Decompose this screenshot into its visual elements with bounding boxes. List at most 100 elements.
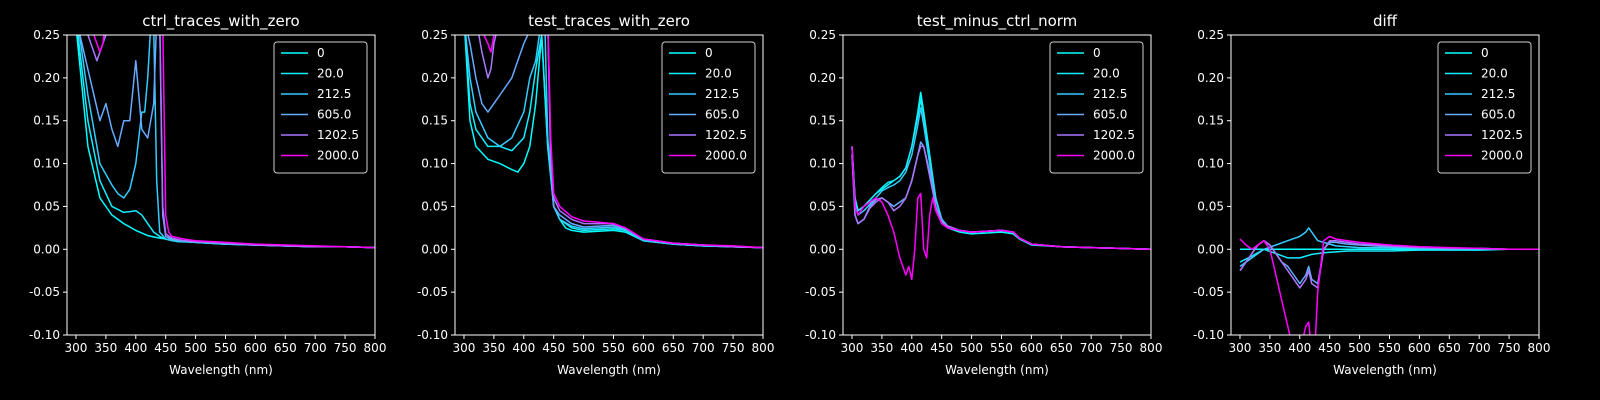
axes-frame — [454, 34, 764, 336]
legend-label: 1202.5 — [1093, 128, 1135, 142]
y-tick-label: 0.05 — [1197, 199, 1224, 213]
legend-box — [661, 41, 756, 174]
y-tick-label: -0.10 — [1193, 328, 1224, 342]
legend: 0 20.0 212.5 605.0 1202.5 2000.0 — [1049, 41, 1144, 174]
legend-label: 20.0 — [705, 67, 732, 81]
series-group — [1239, 227, 1539, 335]
panel-3: test_minus_ctrl_norm -0.10 -0.05 0.00 0.05 0.… — [805, 12, 1163, 377]
x-tick-label: 300 — [1229, 341, 1252, 355]
x-tick-label: 500 — [572, 341, 595, 355]
x-tick-label: 400 — [124, 341, 147, 355]
x-tick-label: 800 — [364, 341, 387, 355]
legend-label: 605.0 — [1093, 108, 1127, 122]
y-tick-label: -0.10 — [805, 328, 836, 342]
x-tick-label: 550 — [1378, 341, 1401, 355]
legend-label: 212.5 — [705, 87, 739, 101]
y-tick-label: 0.15 — [421, 114, 448, 128]
legend-label: 2000.0 — [705, 149, 747, 163]
legend-label: 2000.0 — [317, 149, 359, 163]
y-tick-label: -0.05 — [805, 285, 836, 299]
series-group — [851, 91, 1151, 281]
y-tick-label: 0.20 — [33, 71, 60, 85]
legend-label: 0 — [1093, 46, 1101, 60]
panel-1: ctrl_traces_with_zero -0.10 -0.05 0.00 0.05 0… — [29, 12, 387, 377]
legend-label: 212.5 — [317, 87, 351, 101]
y-tick-label: 0.10 — [809, 157, 836, 171]
x-axis-label: Wavelength (nm) — [1333, 363, 1437, 377]
y-tick-label: -0.10 — [417, 328, 448, 342]
x-tick-label: 500 — [184, 341, 207, 355]
x-tick-label: 600 — [632, 341, 655, 355]
panel-title: ctrl_traces_with_zero — [142, 12, 299, 31]
y-tick-label: -0.10 — [29, 328, 60, 342]
x-tick-label: 750 — [722, 341, 745, 355]
x-tick-label: 450 — [930, 341, 953, 355]
x-tick-label: 650 — [662, 341, 685, 355]
legend-box — [273, 41, 368, 174]
legend: 0 20.0 212.5 605.0 1202.5 2000.0 — [1437, 41, 1532, 174]
x-tick-label: 300 — [453, 341, 476, 355]
series-line-2000.0 — [93, 35, 375, 249]
series-group — [76, 35, 375, 249]
x-tick-label: 300 — [65, 341, 88, 355]
legend-label: 1202.5 — [1481, 128, 1523, 142]
y-tick-label: 0.15 — [33, 114, 60, 128]
y-tick-label: 0.05 — [33, 199, 60, 213]
legend-label: 605.0 — [1481, 108, 1515, 122]
x-tick-label: 550 — [602, 341, 625, 355]
x-axis-label: Wavelength (nm) — [557, 363, 661, 377]
y-tick-label: 0.05 — [421, 199, 448, 213]
y-tick-label: 0.25 — [1197, 28, 1224, 42]
y-tick-label: 0.25 — [809, 28, 836, 42]
legend-box — [1437, 41, 1532, 174]
y-tick-label: 0.20 — [1197, 71, 1224, 85]
legend-label: 20.0 — [1093, 67, 1120, 81]
x-tick-label: 350 — [482, 341, 505, 355]
y-tick-label: 0.10 — [33, 157, 60, 171]
y-tick-label: 0.20 — [809, 71, 836, 85]
series-line-2000.0 — [851, 146, 1151, 281]
y-tick-label: 0.15 — [809, 114, 836, 128]
x-tick-label: 550 — [214, 341, 237, 355]
panel-title: test_minus_ctrl_norm — [917, 12, 1078, 31]
y-tick-label: -0.05 — [29, 285, 60, 299]
panel-2: test_traces_with_zero -0.10 -0.05 0.00 0.05 0… — [417, 12, 775, 377]
legend-label: 0 — [317, 46, 325, 60]
x-tick-label: 650 — [1050, 341, 1073, 355]
y-tick-label: 0.00 — [33, 242, 60, 256]
x-tick-label: 700 — [1080, 341, 1103, 355]
legend: 0 20.0 212.5 605.0 1202.5 2000.0 — [661, 41, 756, 174]
series-group — [464, 35, 763, 249]
x-tick-label: 350 — [1258, 341, 1281, 355]
y-tick-label: 0.25 — [33, 28, 60, 42]
x-tick-label: 750 — [334, 341, 357, 355]
series-line-20.0 — [1239, 248, 1539, 263]
legend: 0 20.0 212.5 605.0 1202.5 2000.0 — [273, 41, 368, 174]
x-axis-label: Wavelength (nm) — [169, 363, 273, 377]
x-tick-label: 500 — [960, 341, 983, 355]
legend-label: 0 — [705, 46, 713, 60]
x-tick-label: 600 — [1408, 341, 1431, 355]
x-tick-label: 400 — [512, 341, 535, 355]
legend-label: 1202.5 — [317, 128, 359, 142]
x-tick-label: 400 — [1288, 341, 1311, 355]
x-tick-label: 600 — [244, 341, 267, 355]
legend-label: 1202.5 — [705, 128, 747, 142]
x-tick-label: 500 — [1348, 341, 1371, 355]
x-tick-label: 650 — [274, 341, 297, 355]
panel-title: test_traces_with_zero — [528, 12, 690, 31]
y-tick-label: 0.00 — [421, 242, 448, 256]
legend-label: 212.5 — [1481, 87, 1515, 101]
x-tick-label: 450 — [542, 341, 565, 355]
y-tick-label: 0.15 — [1197, 114, 1224, 128]
x-tick-label: 700 — [304, 341, 327, 355]
axes-frame — [1230, 34, 1540, 336]
y-tick-label: 0.00 — [1197, 242, 1224, 256]
y-tick-label: 0.10 — [421, 157, 448, 171]
x-tick-label: 450 — [1318, 341, 1341, 355]
legend-label: 212.5 — [1093, 87, 1127, 101]
series-line-212.5 — [464, 35, 763, 249]
axes-frame — [842, 34, 1152, 336]
